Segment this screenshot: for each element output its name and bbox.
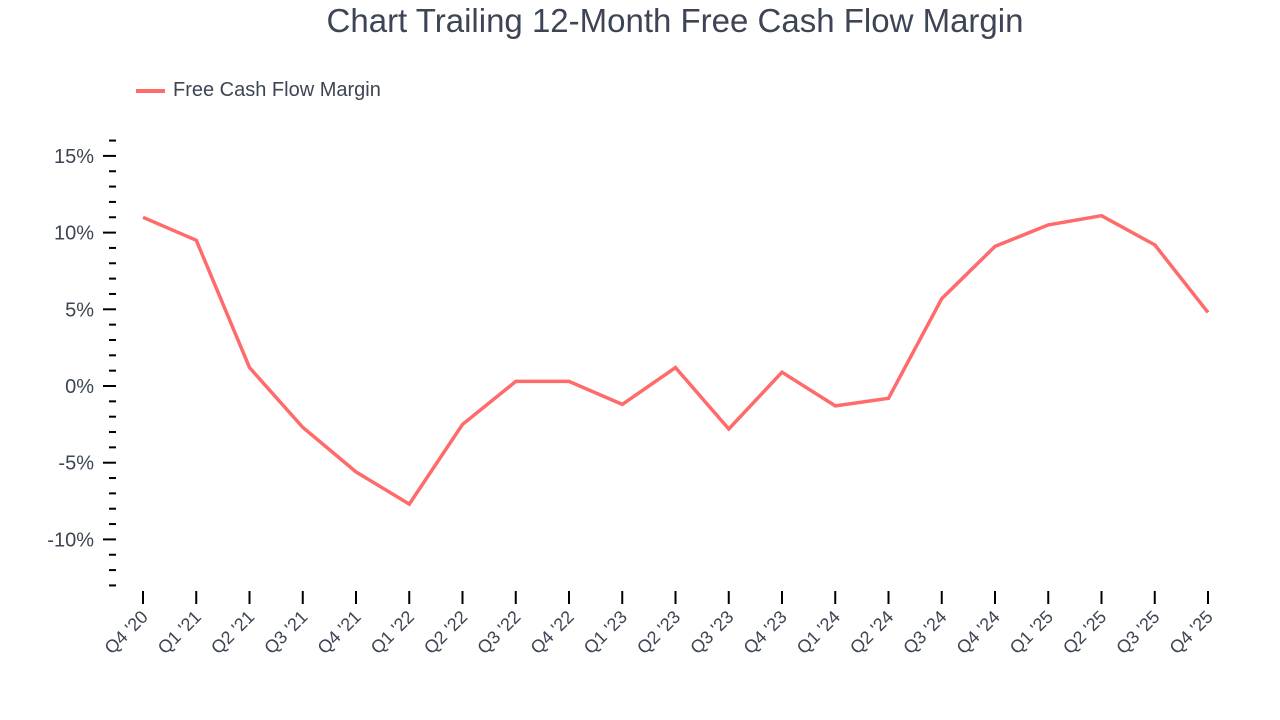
x-tick-label: Q4 '25 (1166, 607, 1217, 658)
free-cash-flow-margin-line (142, 213, 1210, 507)
x-tick-label: Q2 '23 (633, 607, 684, 658)
y-tick-label: 0% (65, 376, 94, 398)
legend: Free Cash Flow Margin (136, 79, 381, 102)
x-tick-label: Q1 '25 (1006, 607, 1057, 658)
x-tick-label: Q1 '24 (793, 607, 844, 658)
y-tick-label: -10% (47, 529, 94, 551)
legend-label: Free Cash Flow Margin (173, 79, 381, 101)
y-tick-label: 5% (65, 299, 94, 321)
legend-line-icon (136, 88, 165, 93)
y-tick-label: 15% (54, 146, 94, 168)
x-axis: Q4 '20 Q1 '21 Q2 '21 Q3 '21 Q4 '21 Q1 '22 Q2 '… (101, 591, 1217, 658)
y-tick-label: 10% (54, 223, 94, 245)
chart-title: Chart Trailing 12-Month Free Cash Flow M… (326, 2, 1024, 39)
x-tick-label: Q4 '23 (740, 607, 791, 658)
x-tick-label: Q4 '24 (953, 607, 1004, 658)
x-tick-label: Q2 '21 (207, 607, 258, 658)
x-tick-label: Q4 '20 (101, 607, 152, 658)
x-tick-label: Q4 '22 (527, 607, 578, 658)
x-tick-label: Q2 '24 (846, 607, 897, 658)
x-tick-label: Q1 '22 (367, 607, 418, 658)
x-tick-label: Q3 '22 (473, 607, 524, 658)
x-tick-label: Q3 '24 (899, 607, 950, 658)
y-axis: 15% 10% 5% 0% -5% -10% (47, 139, 116, 587)
x-tick-label: Q2 '22 (420, 607, 471, 658)
x-tick-label: Q3 '21 (260, 607, 311, 658)
x-tick-label: Q1 '23 (580, 607, 631, 658)
y-tick-label: -5% (58, 453, 94, 475)
x-tick-label: Q2 '25 (1059, 607, 1110, 658)
x-tick-label: Q3 '23 (686, 607, 737, 658)
x-tick-label: Q4 '21 (314, 607, 365, 658)
x-tick-label: Q1 '21 (154, 607, 205, 658)
x-tick-label: Q3 '25 (1112, 607, 1163, 658)
